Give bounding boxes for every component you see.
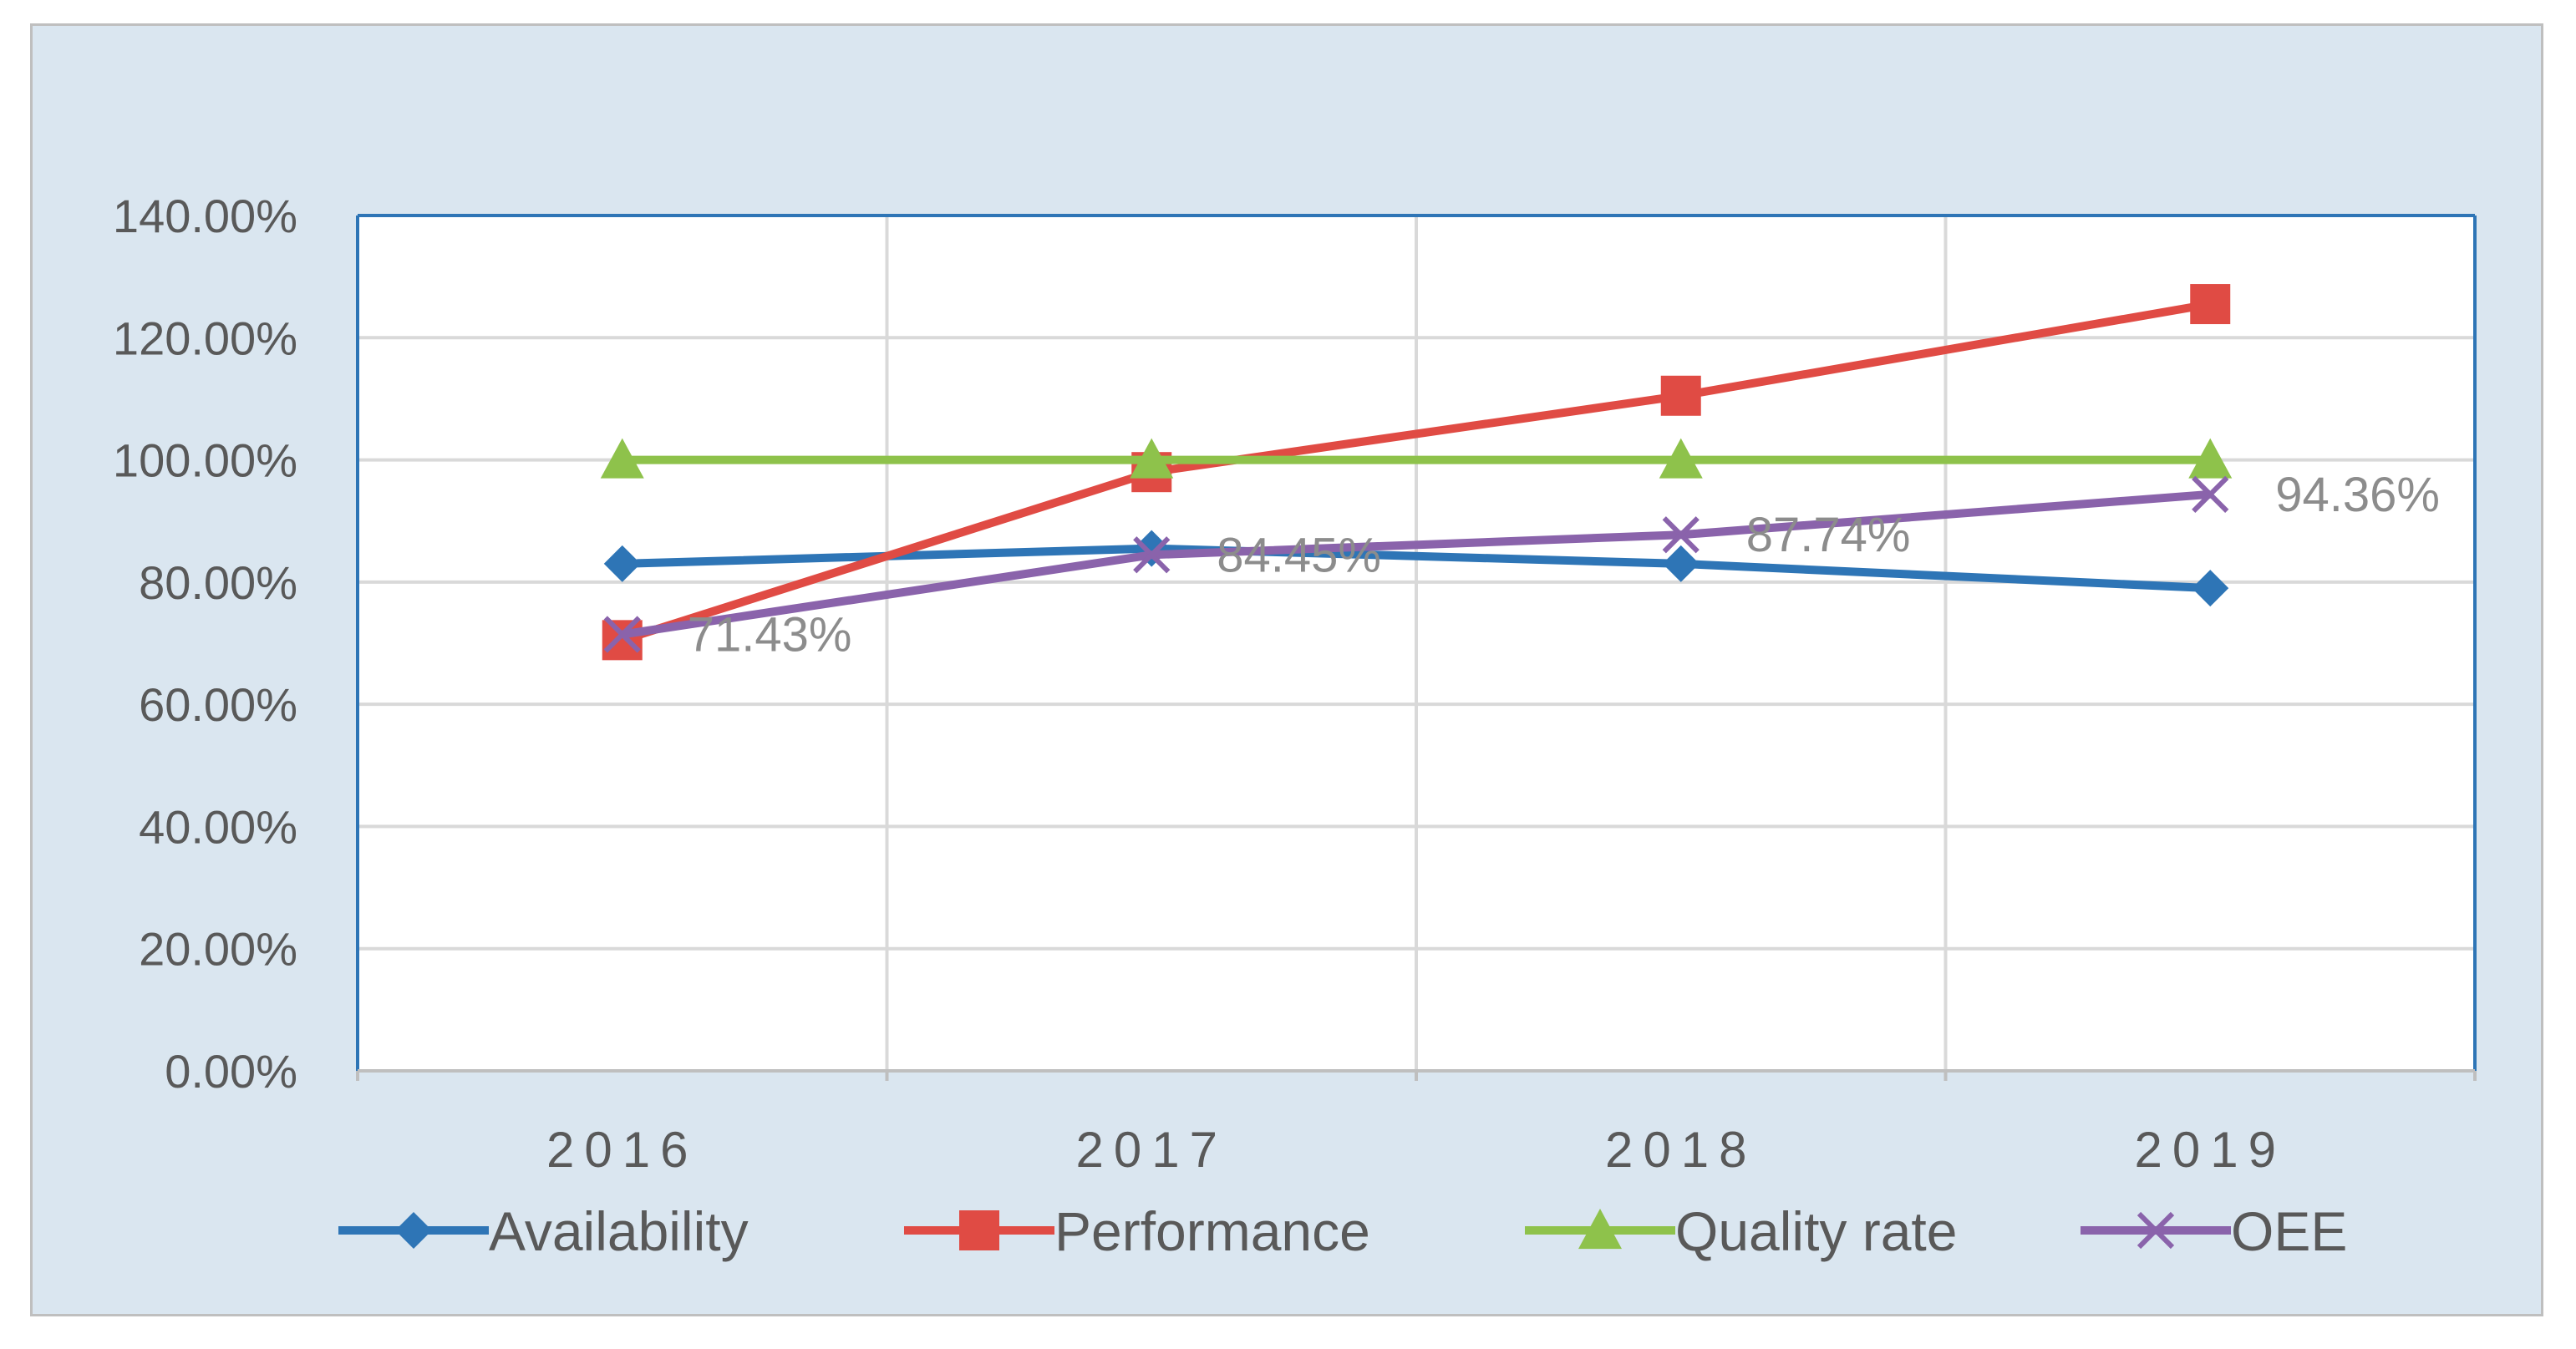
series-line-oee xyxy=(622,489,2211,639)
legend-label: OEE xyxy=(2231,1200,2347,1262)
series-line-performance xyxy=(621,300,2212,645)
legend-marker xyxy=(959,1210,999,1250)
y-tick-label: 60.00% xyxy=(139,678,297,731)
data-label: 94.36% xyxy=(2275,468,2440,522)
data-label: 71.43% xyxy=(688,608,852,662)
y-tick-label: 40.00% xyxy=(139,800,297,853)
data-point-availability xyxy=(1662,545,1700,582)
marker-stroke xyxy=(2137,1211,2175,1250)
x-tick-label: 2016 xyxy=(546,1122,698,1178)
legend-marker xyxy=(395,1212,432,1249)
data-point-quality-rate xyxy=(600,438,644,479)
y-axis-ticks: 0.00% 20.00% 40.00% 60.00% 80.00% 100.00% 120.… xyxy=(113,190,297,1098)
legend-marker xyxy=(1578,1209,1622,1250)
data-label: 87.74% xyxy=(1746,508,1911,562)
marker-stroke xyxy=(1662,516,1700,554)
data-point-oee xyxy=(1133,536,1171,574)
marker-stroke xyxy=(2192,475,2229,513)
y-tick-label: 120.00% xyxy=(113,312,297,364)
legend-label: Availability xyxy=(489,1200,749,1262)
legend-item-oee: OEE xyxy=(2081,1200,2347,1262)
y-tick-label: 140.00% xyxy=(113,190,297,242)
legend: Availability Performance Quality rate OEE xyxy=(338,1200,2347,1262)
legend-label: Performance xyxy=(1054,1200,1370,1262)
data-point-availability xyxy=(603,545,641,582)
data-point-oee xyxy=(603,616,641,653)
data-point-performance xyxy=(602,620,643,661)
gridlines xyxy=(358,214,2475,1071)
y-tick-label: 0.00% xyxy=(165,1045,297,1098)
x-tick-label: 2019 xyxy=(2135,1122,2286,1178)
data-point-oee xyxy=(2192,475,2229,513)
legend-item-availability: Availability xyxy=(338,1200,749,1262)
y-tick-label: 100.00% xyxy=(113,434,297,487)
x-axis-ticks: 2016 2017 2018 2019 xyxy=(546,1122,2286,1178)
series-lines xyxy=(600,284,2233,661)
data-point-quality-rate xyxy=(1659,438,1703,479)
y-tick-label: 80.00% xyxy=(139,556,297,609)
legend-item-quality-rate: Quality rate xyxy=(1525,1200,1957,1262)
data-point-oee xyxy=(1662,516,1700,554)
data-labels: 71.43% 84.45% 87.74% 94.36% xyxy=(688,468,2440,662)
axes xyxy=(356,214,2477,1081)
y-tick-label: 20.00% xyxy=(139,923,297,976)
data-point-availability xyxy=(2192,570,2229,607)
legend-marker xyxy=(2137,1211,2175,1250)
x-tick-label: 2017 xyxy=(1076,1122,1227,1178)
legend-item-performance: Performance xyxy=(904,1200,1370,1262)
marker-stroke xyxy=(1133,536,1171,574)
data-label: 84.45% xyxy=(1217,528,1381,582)
marker-stroke xyxy=(603,616,641,653)
data-point-performance xyxy=(2190,284,2231,325)
data-point-quality-rate xyxy=(1130,438,1174,479)
data-point-performance xyxy=(1660,375,1701,416)
legend-label: Quality rate xyxy=(1675,1200,1957,1262)
x-tick-label: 2018 xyxy=(1605,1122,1756,1178)
data-point-quality-rate xyxy=(2188,438,2233,479)
